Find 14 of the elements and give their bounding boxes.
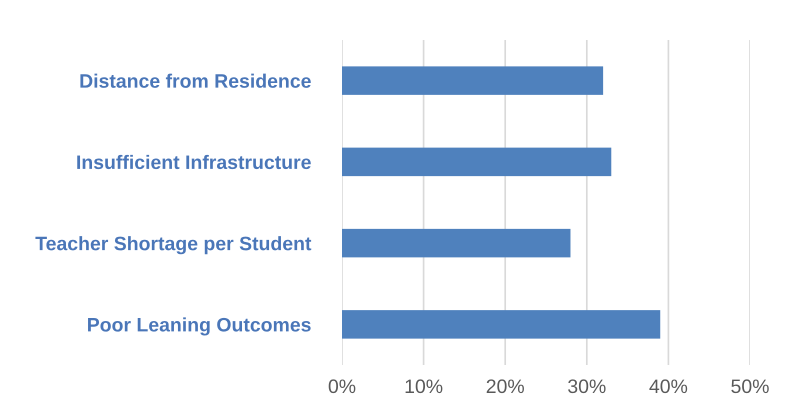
x-tick-label: 10% [406,379,442,394]
x-tick-label: 50% [731,379,769,394]
y-tick-label: Distance from Residence [80,74,311,88]
y-tick-label: Poor Leaning Outcomes [88,317,311,336]
x-tick-label: 40% [649,379,688,394]
bar [342,148,612,176]
bar [342,310,660,339]
x-tick-label: 30% [568,379,606,394]
x-tick-label: 20% [486,379,524,394]
bar [342,66,604,95]
x-tick-label: 0% [328,379,356,394]
y-tick-label: Teacher Shortage per Student [35,236,312,254]
bar [342,228,570,258]
y-tick-label: Insufficient Infrastructure [77,154,311,170]
